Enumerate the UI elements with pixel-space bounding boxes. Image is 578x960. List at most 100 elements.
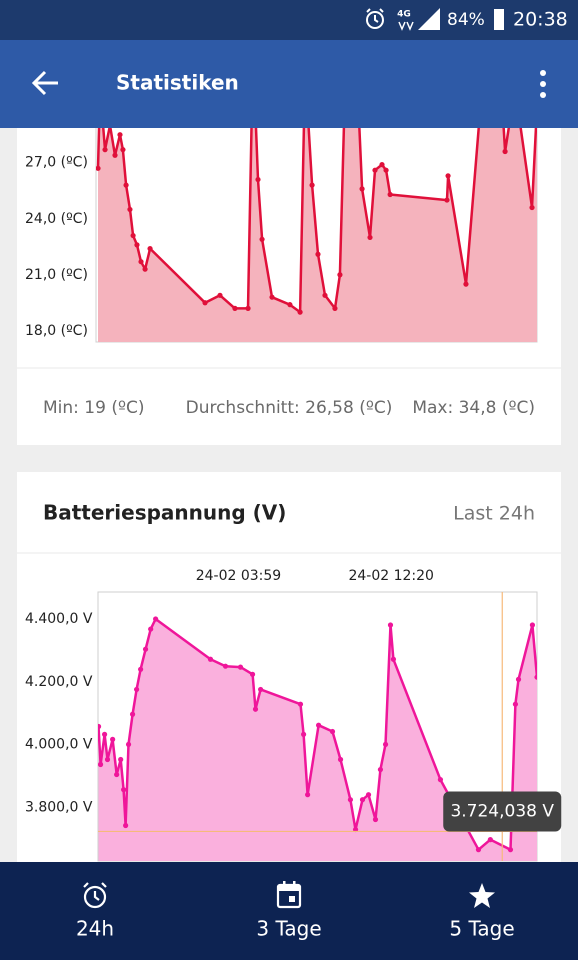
data-point [337, 756, 344, 763]
data-point [222, 663, 229, 669]
data-point [118, 756, 124, 763]
data-point [133, 686, 140, 693]
data-point [102, 147, 108, 153]
data-point [507, 847, 514, 853]
data-point [112, 152, 118, 158]
data-point [142, 266, 148, 272]
battery-level: 84% [447, 10, 485, 30]
data-point [365, 792, 372, 798]
status-bar [0, 0, 578, 40]
plot [98, 616, 537, 861]
content: Min: 19 (ºC) Durchschnitt: 26,58 (ºC) Ma… [17, 0, 562, 960]
data-point [502, 148, 508, 155]
data-point [207, 656, 214, 662]
stat-max: Max: 34,8 (ºC) [412, 398, 535, 418]
data-point [127, 206, 133, 213]
data-point [249, 671, 256, 677]
network-type: 4G [397, 10, 411, 20]
data-point [217, 292, 223, 298]
data-point [437, 777, 444, 783]
y-tick-label: 18,0 (ºC) [25, 323, 88, 339]
data-point [123, 182, 129, 188]
data-point [475, 847, 482, 853]
y-tick-label: 21,0 (ºC) [25, 267, 88, 283]
app-bar [0, 40, 578, 128]
y-tick-label: 4.400,0 V [25, 611, 93, 627]
data-point [259, 236, 265, 242]
stat-min: Min: 19 (ºC) [43, 398, 144, 418]
data-point [202, 300, 208, 306]
data-point [153, 616, 159, 622]
data-point [287, 302, 293, 308]
data-point [367, 234, 373, 241]
data-point [123, 822, 129, 829]
data-point [534, 674, 537, 680]
data-point [529, 204, 535, 211]
data-point [232, 305, 238, 311]
data-point [120, 147, 126, 153]
data-point [387, 622, 394, 628]
data-point [372, 167, 378, 173]
period-label[interactable]: Last 24h [453, 503, 535, 525]
data-point [377, 766, 384, 773]
data-point [148, 626, 154, 632]
nav-label[interactable]: 3 Tage [256, 917, 321, 941]
data-point [372, 816, 379, 823]
data-point [134, 242, 140, 248]
nav-label[interactable]: 5 Tage [449, 917, 514, 941]
data-point [252, 706, 259, 712]
data-point [390, 656, 397, 662]
data-point [114, 771, 120, 778]
data-point [110, 736, 116, 742]
stat-average: Durchschnitt: 26,58 (ºC) [186, 398, 393, 418]
data-point [315, 722, 322, 728]
data-point [297, 701, 304, 707]
data-point [332, 305, 338, 311]
data-arrows [398, 21, 414, 31]
battery-icon [494, 9, 504, 30]
tooltip-label: 3.724,038 V [450, 801, 554, 821]
data-point [297, 309, 303, 315]
nav-icon-calendar[interactable] [276, 881, 302, 909]
data-point [101, 731, 108, 737]
data-point [444, 197, 450, 203]
data-point [379, 161, 385, 168]
nav-icon-alarm[interactable] [83, 882, 107, 909]
data-point [309, 182, 315, 188]
tooltip [443, 791, 562, 832]
back-button[interactable] [31, 70, 58, 96]
data-point [322, 292, 328, 298]
data-point [96, 165, 101, 171]
card-title: Batteriespannung (V) [43, 501, 286, 525]
data-point [515, 676, 522, 682]
app-title: Statistiken [116, 71, 239, 95]
x-tick-label: 24-02 03:59 [196, 568, 281, 584]
nav-label[interactable]: 24h [76, 917, 114, 941]
menu-button[interactable] [540, 70, 546, 98]
data-point [142, 646, 149, 652]
data-point [125, 741, 132, 748]
data-point [315, 251, 321, 257]
data-point [245, 305, 251, 311]
data-point [121, 787, 127, 793]
y-tick-label: 24,0 (ºC) [25, 211, 88, 227]
data-point [383, 167, 389, 173]
x-tick-label: 24-02 12:20 [348, 568, 433, 584]
data-point [104, 756, 111, 763]
nav-icon-star[interactable] [469, 883, 495, 908]
data-point [359, 797, 366, 803]
data-point [347, 797, 354, 803]
data-point [98, 761, 104, 768]
data-point [382, 741, 389, 748]
data-point [258, 686, 264, 693]
data-point [138, 666, 144, 672]
data-point [359, 186, 365, 192]
data-point [445, 173, 451, 179]
data-point [463, 281, 469, 287]
data-point [269, 294, 275, 300]
data-point [529, 622, 536, 628]
data-point [387, 191, 393, 198]
area [98, 619, 537, 861]
bottom-nav [0, 862, 578, 960]
